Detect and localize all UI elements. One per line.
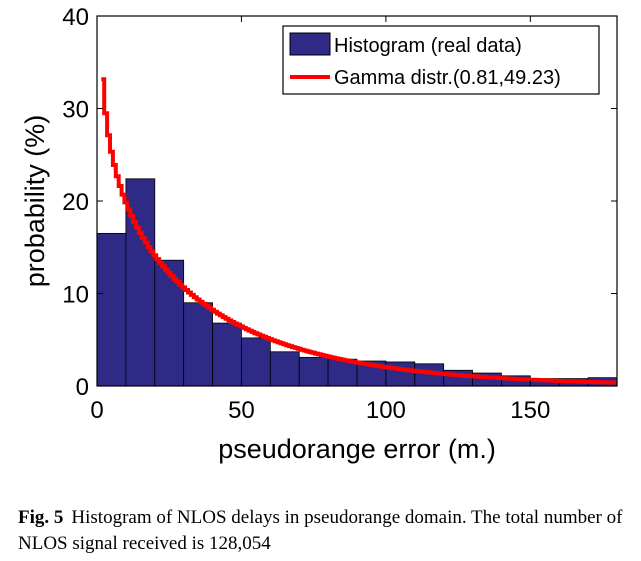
legend-histogram-swatch <box>289 32 331 56</box>
y-tick-label: 40 <box>62 4 89 31</box>
histogram-bar <box>154 259 185 387</box>
figure-caption: Fig. 5 Histogram of NLOS delays in pseudo… <box>18 505 628 557</box>
histogram-bar <box>125 178 156 387</box>
y-tick-label: 30 <box>62 97 89 124</box>
histogram-bar <box>241 337 271 387</box>
x-axis-label: pseudorange error (m.) <box>218 434 496 464</box>
histogram-bar <box>269 351 300 387</box>
y-tick-label: 0 <box>76 374 89 401</box>
legend: Histogram (real data) Gamma distr.(0.81,… <box>282 25 600 95</box>
legend-box <box>282 25 600 95</box>
figure-label: Fig. 5 <box>18 507 64 528</box>
histogram-bar <box>212 322 242 387</box>
histogram-bar <box>183 302 213 387</box>
y-tick-label: 10 <box>62 282 89 309</box>
legend-gamma-label: Gamma distr.(0.81,49.23) <box>334 67 561 89</box>
x-tick-label: 0 <box>90 397 103 424</box>
x-tick-label: 100 <box>366 397 406 424</box>
y-axis-label: probability (%) <box>20 115 50 288</box>
x-tick-label: 150 <box>510 397 550 424</box>
y-tick-label: 20 <box>62 189 89 216</box>
y-axis-ticks: 0 10 20 30 40 <box>62 4 617 401</box>
histogram-chart: 0 50 100 150 0 10 20 30 40 pseudorange error (m… <box>20 4 618 464</box>
x-axis-ticks: 0 50 100 150 <box>90 16 550 424</box>
x-tick-label: 50 <box>228 397 255 424</box>
gamma-curve <box>101 77 618 385</box>
caption-text: Histogram of NLOS delays in pseudorange … <box>18 507 623 554</box>
histogram-bar <box>298 356 329 387</box>
histogram-bar <box>96 232 127 387</box>
legend-histogram-label: Histogram (real data) <box>334 35 522 57</box>
